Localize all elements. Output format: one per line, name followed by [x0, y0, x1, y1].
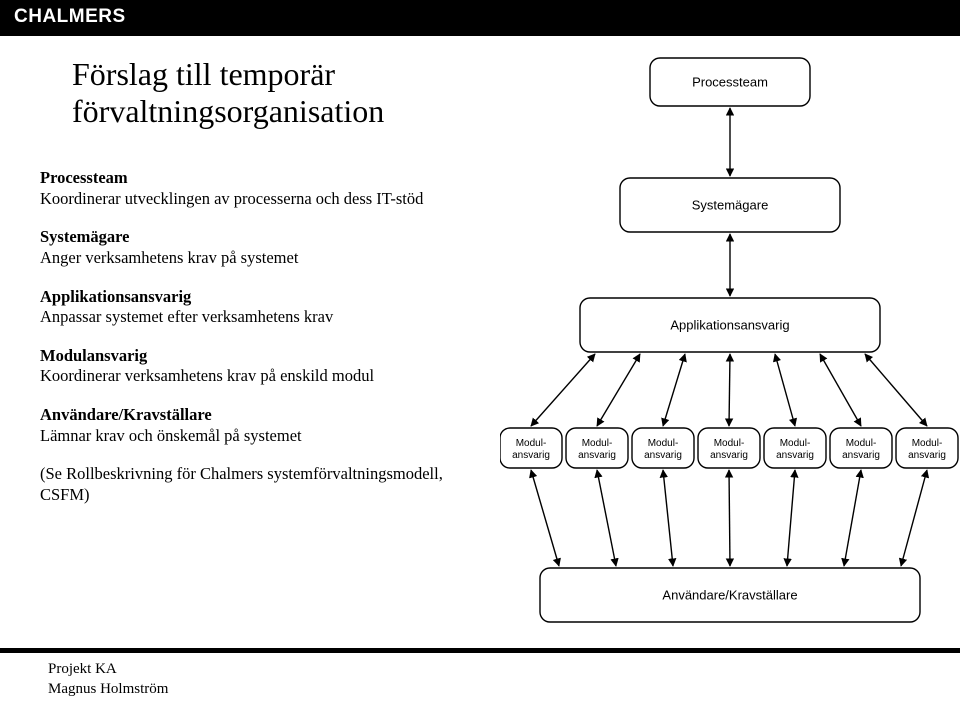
node-label-m0-1: Modul- [516, 438, 547, 449]
diagram-edge [865, 354, 927, 426]
section-text: Koordinerar verksamhetens krav på enskil… [40, 366, 480, 387]
diagram-edge [787, 470, 795, 566]
node-label-m6-1: Modul- [912, 438, 943, 449]
footer-line-1: Projekt KA [48, 660, 168, 680]
section-heading: Systemägare [40, 227, 480, 248]
section-modulansvarig: Modulansvarig Koordinerar verksamhetens … [40, 346, 480, 387]
node-label-applikation: Applikationsansvarig [670, 318, 789, 333]
node-label-users: Användare/Kravställare [662, 588, 797, 603]
diagram-edge [775, 354, 795, 426]
diagram-edge [597, 354, 640, 426]
diagram-nodes: Processteam Systemägare Applikationsansvar… [500, 58, 958, 622]
diagram-edge [729, 354, 730, 426]
diagram-edge [901, 470, 927, 566]
diagram-edge [729, 470, 730, 566]
node-label-systemagare: Systemägare [692, 198, 769, 213]
footer-rule [0, 648, 960, 653]
body-text: Processteam Koordinerar utvecklingen av … [40, 168, 480, 506]
node-label-m5-1: Modul- [846, 438, 877, 449]
footnote: (Se Rollbeskrivning för Chalmers systemf… [40, 464, 480, 505]
node-label-m3-1: Modul- [714, 438, 745, 449]
node-label-processteam: Processteam [692, 75, 768, 90]
chalmers-logo: CHALMERS [14, 6, 126, 28]
page-title: Förslag till temporär förvaltningsorgani… [72, 56, 384, 130]
node-label-m1-2: ansvarig [578, 450, 616, 461]
node-label-m6-2: ansvarig [908, 450, 946, 461]
node-label-m4-2: ansvarig [776, 450, 814, 461]
section-applikationsansvarig: Applikationsansvarig Anpassar systemet e… [40, 287, 480, 328]
node-label-m2-1: Modul- [648, 438, 679, 449]
section-text: Anger verksamhetens krav på systemet [40, 248, 480, 269]
diagram-edge [820, 354, 861, 426]
section-systemagare: Systemägare Anger verksamhetens krav på … [40, 227, 480, 268]
footer-line-2: Magnus Holmström [48, 680, 168, 700]
title-line-1: Förslag till temporär [72, 56, 384, 93]
section-heading: Processteam [40, 168, 480, 189]
diagram-edge [531, 354, 595, 426]
node-label-m3-2: ansvarig [710, 450, 748, 461]
org-diagram: Processteam Systemägare Applikationsansvar… [500, 48, 960, 648]
section-text: Lämnar krav och önskemål på systemet [40, 426, 480, 447]
node-label-m5-2: ansvarig [842, 450, 880, 461]
section-heading: Användare/Kravställare [40, 405, 480, 426]
diagram-edge [663, 354, 685, 426]
title-line-2: förvaltningsorganisation [72, 93, 384, 130]
node-label-m2-2: ansvarig [644, 450, 682, 461]
section-text: Anpassar systemet efter verksamhetens kr… [40, 307, 480, 328]
section-anvandare: Användare/Kravställare Lämnar krav och ö… [40, 405, 480, 446]
diagram-edge [531, 470, 559, 566]
section-processteam: Processteam Koordinerar utvecklingen av … [40, 168, 480, 209]
section-heading: Applikationsansvarig [40, 287, 480, 308]
section-text: Koordinerar utvecklingen av processerna … [40, 189, 480, 210]
diagram-edge [844, 470, 861, 566]
node-label-m1-1: Modul- [582, 438, 613, 449]
diagram-edge [663, 470, 673, 566]
header-bar [0, 0, 960, 36]
section-heading: Modulansvarig [40, 346, 480, 367]
footer-text: Projekt KA Magnus Holmström [48, 660, 168, 699]
node-label-m4-1: Modul- [780, 438, 811, 449]
diagram-edge [597, 470, 616, 566]
node-label-m0-2: ansvarig [512, 450, 550, 461]
